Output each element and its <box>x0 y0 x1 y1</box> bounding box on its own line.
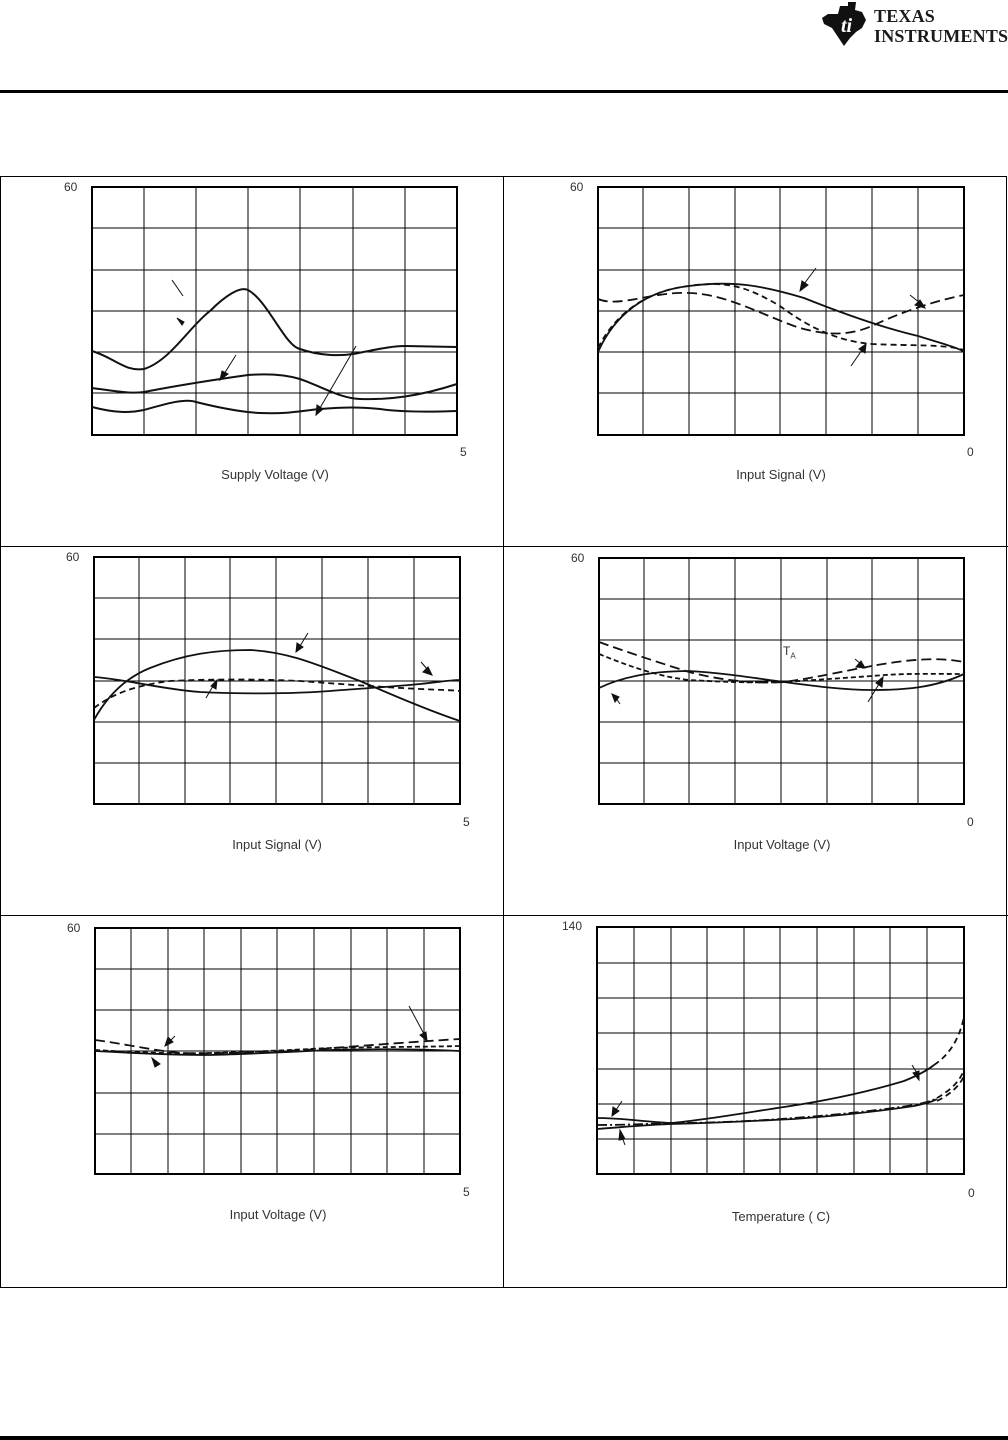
plot-area <box>596 926 965 1175</box>
x-axis-end-label: 5 <box>463 1185 470 1199</box>
plot-area <box>597 186 965 436</box>
x-axis-title: Supply Voltage (V) <box>221 467 329 482</box>
x-axis-title: Input Signal (V) <box>232 837 322 852</box>
figure-column-divider <box>503 176 504 1288</box>
plot-area <box>598 557 965 805</box>
annotation-subscript: A <box>790 651 796 661</box>
plot-area <box>94 927 461 1175</box>
figure-row-divider-2 <box>0 915 1008 916</box>
plot-area <box>91 186 458 436</box>
x-axis-title: Temperature ( C) <box>731 1209 831 1224</box>
x-axis-end-label: 5 <box>460 445 467 459</box>
x-axis-end-label: 0 <box>967 815 974 829</box>
figure-row-divider-1 <box>0 546 1008 547</box>
x-axis-end-label: 0 <box>968 1186 975 1200</box>
y-axis-top-label: 60 <box>571 551 585 565</box>
ti-state-logo-icon: ti <box>822 2 866 46</box>
chart-panel-2: 60 0 Input Signal (V) <box>504 176 1008 546</box>
svg-text:ti: ti <box>841 15 853 37</box>
chart-panel-5: 60 5 Input Voltage (V) <box>0 915 504 1285</box>
y-axis-top-label: 60 <box>64 180 78 194</box>
chart-panel-3: 60 5 Input Signal (V) <box>0 546 504 916</box>
x-axis-title: Input Voltage (V) <box>229 1207 327 1222</box>
y-axis-top-label: 60 <box>570 180 584 194</box>
y-axis-top-label: 60 <box>66 550 80 564</box>
ti-logo: ti Texas Instruments <box>822 2 1008 46</box>
plot-area <box>93 556 461 805</box>
chart-panel-6: 140 0 Temperature ( C) <box>504 915 1008 1285</box>
y-axis-top-label: 140 <box>562 919 583 933</box>
brand-line-1: Texas <box>874 6 936 26</box>
x-axis-title: Input Voltage (V) <box>733 837 831 852</box>
x-axis-end-label: 5 <box>463 815 470 829</box>
x-axis-title: Input Signal (V) <box>736 467 826 482</box>
y-axis-top-label: 60 <box>67 921 81 935</box>
chart-panel-1: 60 5 Supply Voltage (V) <box>0 176 504 546</box>
header-divider <box>0 90 1008 93</box>
chart-annotation-ta: TA <box>783 644 796 660</box>
footer-divider <box>0 1436 1008 1440</box>
brand-line-2: Instruments <box>874 26 1008 46</box>
chart-panel-4: 60 0 Input Voltage (V) TA <box>504 546 1008 916</box>
x-axis-end-label: 0 <box>967 445 974 459</box>
annotation-text: T <box>783 644 791 658</box>
